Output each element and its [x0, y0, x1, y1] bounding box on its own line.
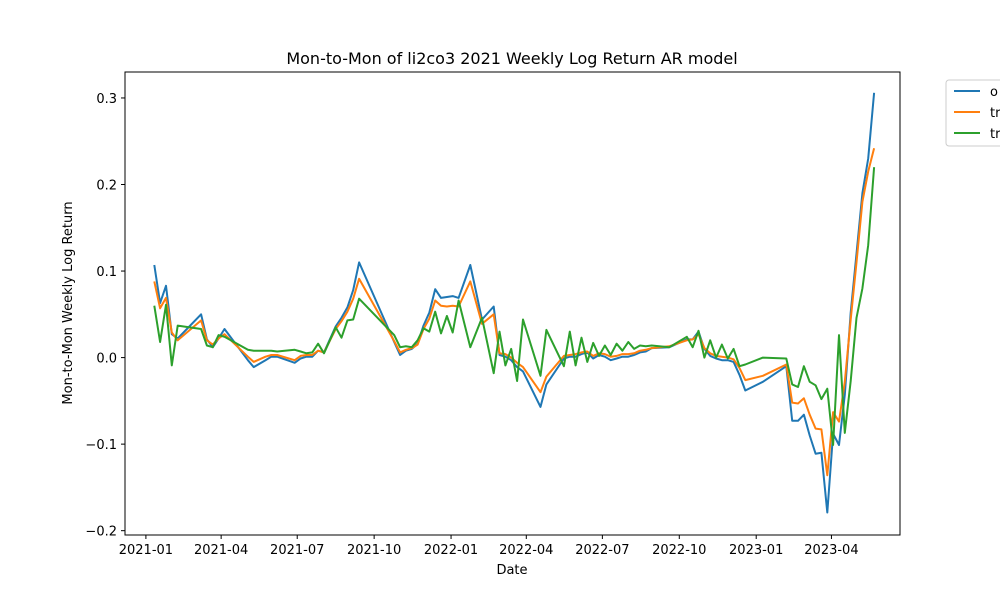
y-tick-label: 0.0 — [96, 352, 117, 367]
legend-label-1: o — [990, 85, 998, 100]
y-tick-label: −0.2 — [85, 525, 117, 540]
x-tick-label: 2023-04 — [804, 543, 858, 558]
legend: o tr tr — [945, 79, 1000, 147]
series-layer — [153, 92, 876, 514]
x-tick-label: 2022-01 — [424, 543, 478, 558]
x-tick-label: 2021-07 — [270, 543, 324, 558]
legend-label-3: tr — [990, 127, 1000, 142]
x-tick-label: 2022-10 — [652, 543, 706, 558]
series-line-3 — [153, 167, 876, 446]
chart-title: Mon-to-Mon of li2co3 2021 Weekly Log Ret… — [286, 49, 737, 68]
y-axis-label: Mon-to-Mon Weekly Log Return — [61, 201, 76, 404]
series-line-2 — [153, 147, 876, 477]
x-tick-label: 2021-04 — [194, 543, 248, 558]
plot-frame — [124, 71, 901, 536]
y-tick-label: 0.3 — [96, 92, 117, 107]
y-tick-label: 0.1 — [96, 265, 117, 280]
x-tick-label: 2021-10 — [347, 543, 401, 558]
x-axis-label: Date — [496, 563, 527, 578]
legend-label-2: tr — [990, 106, 1000, 121]
x-axis: 2021-01 2021-04 2021-07 2021-10 2022-01 2022-… — [119, 535, 859, 558]
y-tick-label: −0.1 — [85, 438, 117, 453]
x-tick-label: 2021-01 — [119, 543, 173, 558]
y-tick-label: 0.2 — [96, 179, 117, 194]
y-axis: 0.3 0.2 0.1 0.0 −0.1 −0.2 — [85, 92, 125, 540]
series-line-1 — [153, 92, 876, 514]
x-tick-label: 2023-01 — [729, 543, 783, 558]
x-tick-label: 2022-07 — [575, 543, 629, 558]
x-tick-label: 2022-04 — [499, 543, 553, 558]
